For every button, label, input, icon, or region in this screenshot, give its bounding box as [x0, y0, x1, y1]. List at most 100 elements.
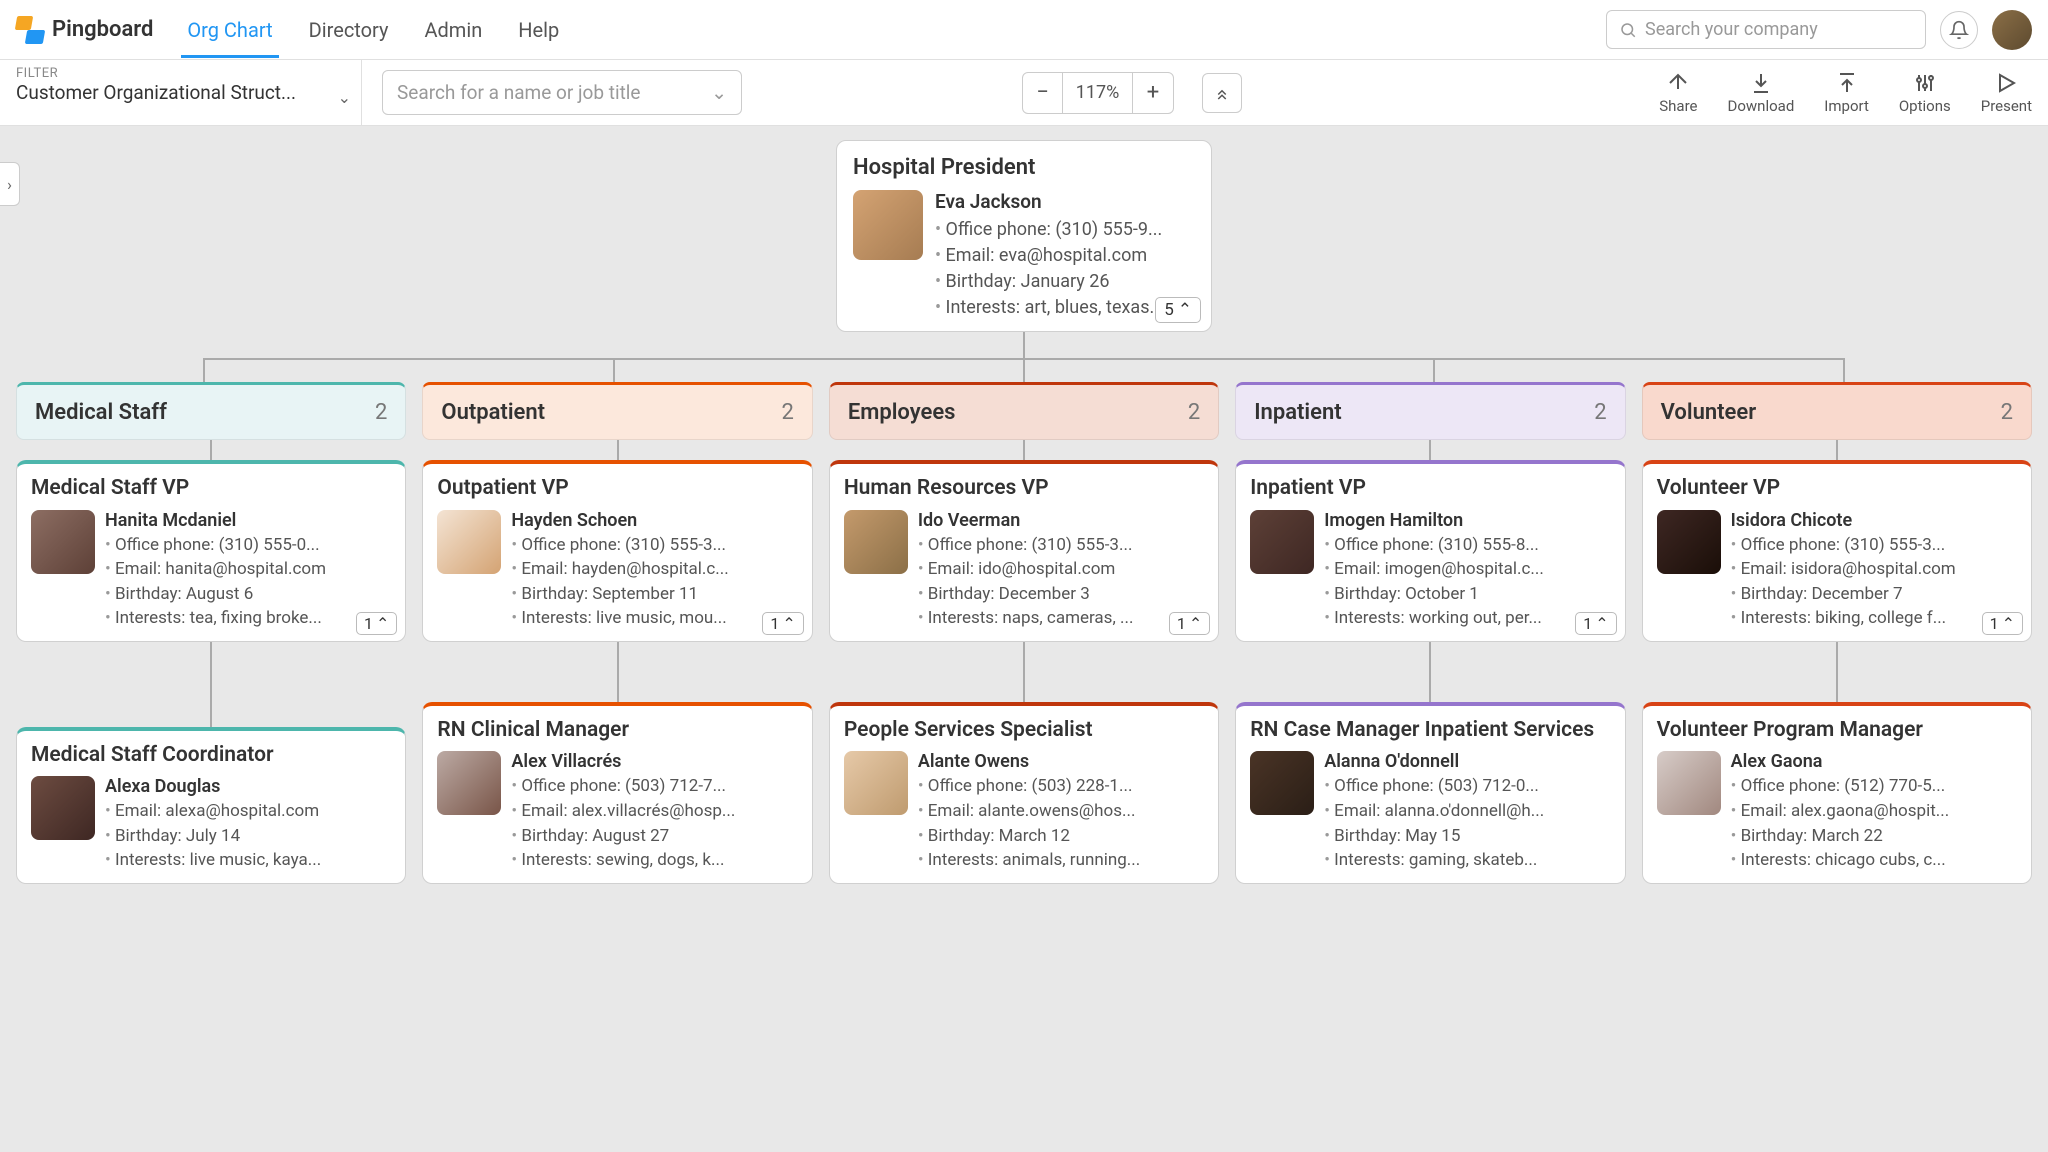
person-count-toggle[interactable]: 1 ⌃: [1982, 612, 2023, 635]
person-count-toggle[interactable]: 1 ⌃: [356, 612, 397, 635]
zoom-in-button[interactable]: +: [1133, 73, 1173, 113]
person-title: Volunteer VP: [1657, 476, 2017, 501]
person-card[interactable]: People Services Specialist Alante OwensOf…: [829, 702, 1219, 884]
search-name-input[interactable]: Search for a name or job title ⌄: [382, 70, 742, 115]
person-title: RN Clinical Manager: [437, 718, 797, 743]
person-body: Hayden SchoenOffice phone: (310) 555-3..…: [437, 510, 797, 632]
person-card[interactable]: Human Resources VPIdo VeermanOffice phon…: [829, 460, 1219, 642]
chevron-down-icon: ⌄: [711, 81, 727, 104]
person-info: Imogen HamiltonOffice phone: (310) 555-8…: [1324, 510, 1610, 632]
person-title: People Services Specialist: [844, 718, 1204, 743]
dept-header[interactable]: Inpatient2: [1235, 382, 1625, 440]
search-icon: [1619, 21, 1637, 39]
import-button[interactable]: Import: [1824, 71, 1869, 115]
person-line: Birthday: July 14: [105, 824, 391, 849]
person-line: Birthday: September 11: [511, 582, 797, 607]
person-count: 1: [1583, 614, 1592, 633]
present-label: Present: [1981, 97, 2032, 115]
filter-dropdown[interactable]: FILTER Customer Organizational Struct...…: [16, 60, 362, 125]
person-card[interactable]: Inpatient VP Imogen HamiltonOffice phone:…: [1235, 460, 1625, 642]
person-name: Alex Villacrés: [511, 751, 797, 772]
person-card[interactable]: Medical Staff CoordinatorAlexa DouglasEm…: [16, 727, 406, 884]
person-line: Email: alanna.o'donnell@h...: [1324, 799, 1610, 824]
dept-column: Inpatient2 Inpatient VP Imogen HamiltonOff…: [1235, 382, 1625, 884]
zoom-controls: − 117% +: [1022, 72, 1174, 114]
search-company[interactable]: Search your company: [1606, 10, 1926, 49]
collapse-all-button[interactable]: [1202, 73, 1242, 113]
dept-header[interactable]: Employees2: [829, 382, 1219, 440]
dept-column: Medical Staff2 Medical Staff VPHanita Mcd…: [16, 382, 406, 884]
person-body: Alante OwensOffice phone: (503) 228-1...…: [844, 751, 1204, 873]
person-line: Office phone: (503) 712-0...: [1324, 774, 1610, 799]
person-count-toggle[interactable]: 1 ⌃: [762, 612, 803, 635]
person-title: Inpatient VP: [1250, 476, 1610, 501]
avatar: [31, 776, 95, 840]
person-name: Alante Owens: [918, 751, 1204, 772]
avatar: [844, 510, 908, 574]
person-body: Isidora ChicoteOffice phone: (310) 555-3…: [1657, 510, 2017, 632]
person-body: Imogen HamiltonOffice phone: (310) 555-8…: [1250, 510, 1610, 632]
notifications-button[interactable]: [1940, 11, 1978, 49]
connector: [210, 440, 212, 460]
dept-name: Inpatient: [1254, 400, 1341, 425]
person-line: Office phone: (310) 555-0...: [105, 533, 391, 558]
person-count-toggle[interactable]: 1 ⌃: [1169, 612, 1210, 635]
nav-admin[interactable]: Admin: [418, 2, 488, 58]
person-card[interactable]: Outpatient VPHayden SchoenOffice phone: …: [422, 460, 812, 642]
options-label: Options: [1899, 97, 1951, 115]
person-line: Birthday: December 3: [918, 582, 1204, 607]
person-info: Hayden SchoenOffice phone: (310) 555-3..…: [511, 510, 797, 632]
avatar: [1657, 751, 1721, 815]
person-count: 1: [770, 614, 779, 633]
dept-header[interactable]: Medical Staff2: [16, 382, 406, 440]
share-button[interactable]: Share: [1659, 71, 1697, 115]
person-line: Birthday: August 27: [511, 824, 797, 849]
dept-count: 2: [375, 400, 387, 425]
person-name: Alexa Douglas: [105, 776, 391, 797]
import-icon: [1835, 71, 1859, 95]
person-count-toggle[interactable]: 1 ⌃: [1575, 612, 1616, 635]
logo[interactable]: Pingboard: [16, 16, 153, 44]
zoom-out-button[interactable]: −: [1023, 73, 1063, 113]
person-card[interactable]: RN Case Manager Inpatient ServicesAlanna…: [1235, 702, 1625, 884]
org-chart-canvas[interactable]: › Hospital President Eva Jackson Office …: [0, 126, 2048, 898]
search-company-placeholder: Search your company: [1645, 19, 1818, 40]
nav-links: Org Chart Directory Admin Help: [181, 2, 565, 58]
connector: [203, 360, 1845, 382]
present-button[interactable]: Present: [1981, 71, 2032, 115]
chevron-up-icon: ⌃: [782, 614, 795, 633]
root-line: Office phone: (310) 555-9...: [935, 217, 1195, 243]
download-button[interactable]: Download: [1728, 71, 1795, 115]
person-info: Ido VeermanOffice phone: (310) 555-3...E…: [918, 510, 1204, 632]
nav-directory[interactable]: Directory: [303, 2, 395, 58]
options-button[interactable]: Options: [1899, 71, 1951, 115]
person-line: Office phone: (503) 228-1...: [918, 774, 1204, 799]
person-line: Email: imogen@hospital.c...: [1324, 557, 1610, 582]
person-info: Isidora ChicoteOffice phone: (310) 555-3…: [1731, 510, 2017, 632]
root-card[interactable]: Hospital President Eva Jackson Office ph…: [836, 140, 1212, 332]
chevron-up-icon: ⌃: [376, 614, 389, 633]
person-info: Alex GaonaOffice phone: (512) 770-5...Em…: [1731, 751, 2017, 873]
org-tree: Hospital President Eva Jackson Office ph…: [8, 140, 2040, 884]
person-card[interactable]: Volunteer VP Isidora ChicoteOffice phone:…: [1642, 460, 2032, 642]
dept-header[interactable]: Volunteer2: [1642, 382, 2032, 440]
user-avatar[interactable]: [1992, 10, 2032, 50]
person-card[interactable]: Volunteer Program ManagerAlex GaonaOffic…: [1642, 702, 2032, 884]
dept-header[interactable]: Outpatient2: [422, 382, 812, 440]
nav-org-chart[interactable]: Org Chart: [181, 2, 278, 58]
avatar: [437, 751, 501, 815]
share-icon: [1666, 71, 1690, 95]
person-card[interactable]: RN Clinical ManagerAlex VillacrésOffice …: [422, 702, 812, 884]
person-line: Interests: animals, running...: [918, 848, 1204, 873]
nav-help[interactable]: Help: [512, 2, 565, 58]
root-count-toggle[interactable]: 5 ⌃: [1155, 297, 1201, 323]
search-name-placeholder: Search for a name or job title: [397, 81, 641, 104]
connector: [210, 642, 212, 727]
person-body: Alex GaonaOffice phone: (512) 770-5...Em…: [1657, 751, 2017, 873]
dept-name: Volunteer: [1661, 400, 1757, 425]
logo-icon: [16, 16, 44, 44]
chevron-up-icon: ⌃: [1595, 614, 1608, 633]
person-line: Email: alexa@hospital.com: [105, 799, 391, 824]
person-card[interactable]: Medical Staff VPHanita McdanielOffice ph…: [16, 460, 406, 642]
person-line: Office phone: (512) 770-5...: [1731, 774, 2017, 799]
